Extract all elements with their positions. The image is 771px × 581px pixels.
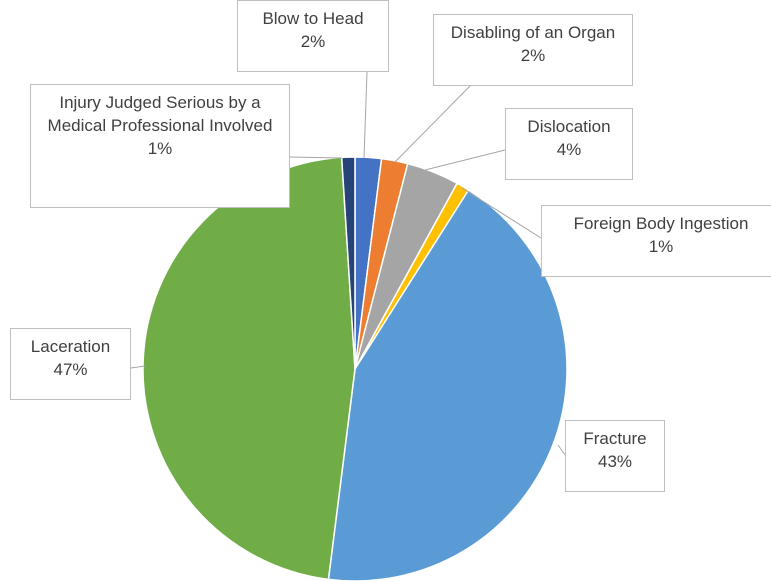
data-label: Fracture 43% [565,420,665,492]
data-label: Foreign Body Ingestion 1% [541,205,771,277]
label-value: 47% [53,360,88,379]
label-category: Fracture [583,429,647,448]
leader-line [130,365,146,369]
label-category: Foreign Body Ingestion [573,214,749,233]
leader-line [461,187,542,239]
data-label: Blow to Head 2% [237,0,389,72]
label-category: Dislocation [527,117,611,136]
data-label: Injury Judged Serious by a Medical Profe… [30,84,290,208]
label-value: 43% [597,452,633,471]
leader-line [289,156,343,159]
label-value: 4% [556,140,582,159]
label-category: Laceration [30,337,111,356]
leader-line [394,85,471,163]
data-label: Laceration 47% [10,328,131,400]
label-category: Injury Judged Serious by a Medical Profe… [47,93,273,135]
data-label: Disabling of an Organ 2% [433,14,633,86]
label-value: 2% [300,32,326,51]
label-value: 1% [147,139,173,158]
leader-line [557,444,566,456]
pie-slice [340,156,356,370]
pie-slice [327,188,568,581]
leader-line [363,71,368,159]
data-label: Dislocation 4% [505,108,633,180]
label-category: Blow to Head [262,9,364,28]
label-value: 2% [520,46,546,65]
pie-slice [142,156,356,581]
label-value: 1% [648,237,674,256]
leader-line [424,149,506,171]
label-category: Disabling of an Organ [450,23,616,42]
